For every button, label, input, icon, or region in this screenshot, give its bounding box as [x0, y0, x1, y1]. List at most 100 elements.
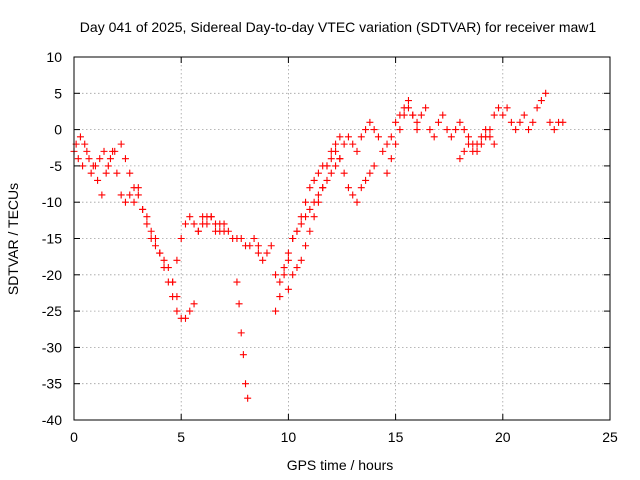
data-point	[344, 184, 352, 192]
data-point	[259, 256, 267, 264]
data-point	[542, 89, 550, 97]
data-point	[473, 140, 481, 148]
data-point	[443, 126, 451, 134]
data-point	[96, 155, 104, 163]
data-point	[507, 118, 515, 126]
data-point	[362, 176, 370, 184]
data-point	[147, 227, 155, 235]
data-point	[113, 169, 121, 177]
data-point	[383, 169, 391, 177]
data-point	[323, 176, 331, 184]
data-point	[529, 118, 537, 126]
data-point	[272, 271, 280, 279]
x-axis-label: GPS time / hours	[287, 457, 394, 473]
data-point	[349, 191, 357, 199]
data-point	[81, 140, 89, 148]
data-point	[314, 198, 322, 206]
data-point	[111, 147, 119, 155]
data-point	[340, 169, 348, 177]
data-point	[242, 380, 250, 388]
data-point	[306, 227, 314, 235]
data-point	[392, 140, 400, 148]
data-point	[130, 198, 138, 206]
data-point	[503, 104, 511, 112]
chart-title: Day 041 of 2025, Sidereal Day-to-day VTE…	[80, 19, 597, 35]
data-points	[70, 89, 567, 402]
data-point	[98, 191, 106, 199]
data-point	[297, 256, 305, 264]
data-point	[190, 220, 198, 228]
data-point	[370, 126, 378, 134]
data-point	[83, 147, 91, 155]
data-point	[400, 111, 408, 119]
data-point	[396, 126, 404, 134]
data-point	[537, 97, 545, 105]
data-point	[74, 155, 82, 163]
data-point	[87, 169, 95, 177]
data-point	[276, 278, 284, 286]
data-point	[224, 227, 232, 235]
series-track-G	[254, 147, 378, 315]
data-point	[276, 293, 284, 301]
data-point	[353, 198, 361, 206]
data-point	[173, 307, 181, 315]
data-point	[239, 351, 247, 359]
data-point	[336, 155, 344, 163]
data-point	[409, 111, 417, 119]
data-point	[186, 307, 194, 315]
data-point	[220, 220, 228, 228]
data-point	[194, 227, 202, 235]
data-point	[254, 242, 262, 250]
data-point	[340, 140, 348, 148]
data-point	[482, 126, 490, 134]
data-point	[169, 278, 177, 286]
series-track-A	[70, 147, 198, 322]
data-point	[164, 264, 172, 272]
data-point	[160, 256, 168, 264]
data-point	[289, 235, 297, 242]
data-point	[439, 111, 447, 119]
data-point	[156, 249, 164, 257]
data-point	[327, 169, 335, 177]
data-point	[460, 147, 468, 155]
data-point	[344, 133, 352, 141]
data-point	[306, 184, 314, 192]
x-tick-label: 5	[177, 429, 185, 445]
y-tick-labels: 10 5 0 -5 -10 -15 -20 -25 -30 -35 -40	[42, 49, 62, 428]
data-point	[151, 235, 159, 242]
data-point	[550, 126, 558, 134]
data-point	[430, 133, 438, 141]
y-tick-label: -40	[42, 412, 62, 428]
data-point	[379, 147, 387, 155]
data-point	[207, 213, 215, 221]
data-point	[117, 140, 125, 148]
data-point	[533, 104, 541, 112]
data-point	[263, 249, 271, 257]
data-point	[387, 133, 395, 141]
y-axis-label: SDTVAR / TECUs	[5, 183, 21, 295]
data-point	[323, 162, 331, 170]
data-point	[422, 104, 430, 112]
data-point	[495, 104, 503, 112]
data-point	[516, 118, 524, 126]
x-tick-label: 20	[495, 429, 511, 445]
data-point	[319, 184, 327, 192]
data-point	[499, 111, 507, 119]
data-point	[216, 227, 224, 235]
x-tick-label: 0	[70, 429, 78, 445]
data-point	[284, 256, 292, 264]
data-point	[353, 147, 361, 155]
data-point	[370, 162, 378, 170]
data-point	[314, 191, 322, 199]
data-point	[490, 140, 498, 148]
y-tick-label: 10	[46, 49, 62, 65]
data-point	[94, 176, 102, 184]
series-track-K	[456, 89, 567, 163]
data-point	[121, 155, 129, 163]
data-point	[417, 111, 425, 119]
series-track-C	[117, 140, 181, 301]
data-point	[452, 126, 460, 134]
data-point	[387, 155, 395, 163]
series-track-E	[194, 213, 262, 250]
